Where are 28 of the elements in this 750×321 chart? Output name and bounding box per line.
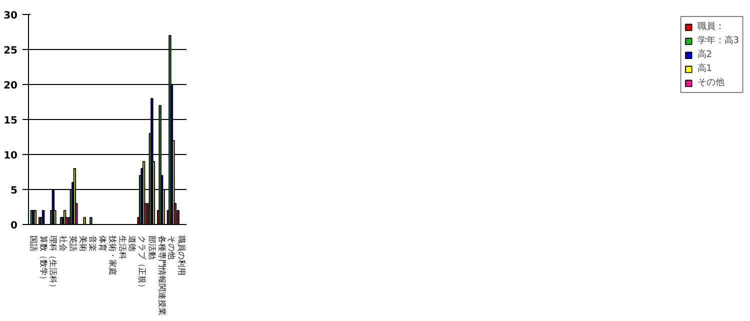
x-tick-label: 生活科	[118, 236, 127, 260]
x-tick-label: クラブ（正規）	[138, 236, 147, 292]
legend-label: 高2	[697, 48, 713, 61]
legend-label: 学年：高3	[697, 34, 739, 47]
x-tick-label: 技術・家庭	[108, 234, 117, 276]
x-tick-label: 国語	[28, 236, 38, 252]
x-tick-label: 職員の利用	[177, 236, 186, 276]
x-tick-label: 体育	[98, 236, 108, 252]
x-tick-label: 各種専門情報関連授業	[157, 236, 166, 316]
y-tick-label: 25	[4, 46, 18, 56]
y-tick-label: 15	[4, 116, 18, 126]
x-tick-label: 英語	[68, 236, 78, 252]
y-tick-label: 20	[4, 80, 18, 92]
x-tick-label: 算数（数学）	[38, 236, 48, 284]
legend-label: 職員：	[697, 20, 724, 33]
x-tick-label: 美術	[78, 236, 88, 252]
x-tick-label: 音楽	[88, 236, 98, 252]
y-tick-label: 10	[4, 150, 18, 162]
x-tick-label: 社会	[58, 236, 68, 252]
x-tick-label: その他	[167, 236, 176, 260]
y-tick-label: 0	[10, 220, 18, 232]
y-tick-label: 5	[10, 186, 18, 196]
y-tick-label: 30	[4, 10, 18, 22]
x-tick-label: 部活動	[147, 236, 156, 260]
legend-label: その他	[697, 76, 724, 89]
x-tick-label: 道徳	[128, 236, 137, 252]
legend-label: 高1	[697, 62, 713, 75]
x-tick-label: 理科（生活科）	[48, 236, 58, 292]
